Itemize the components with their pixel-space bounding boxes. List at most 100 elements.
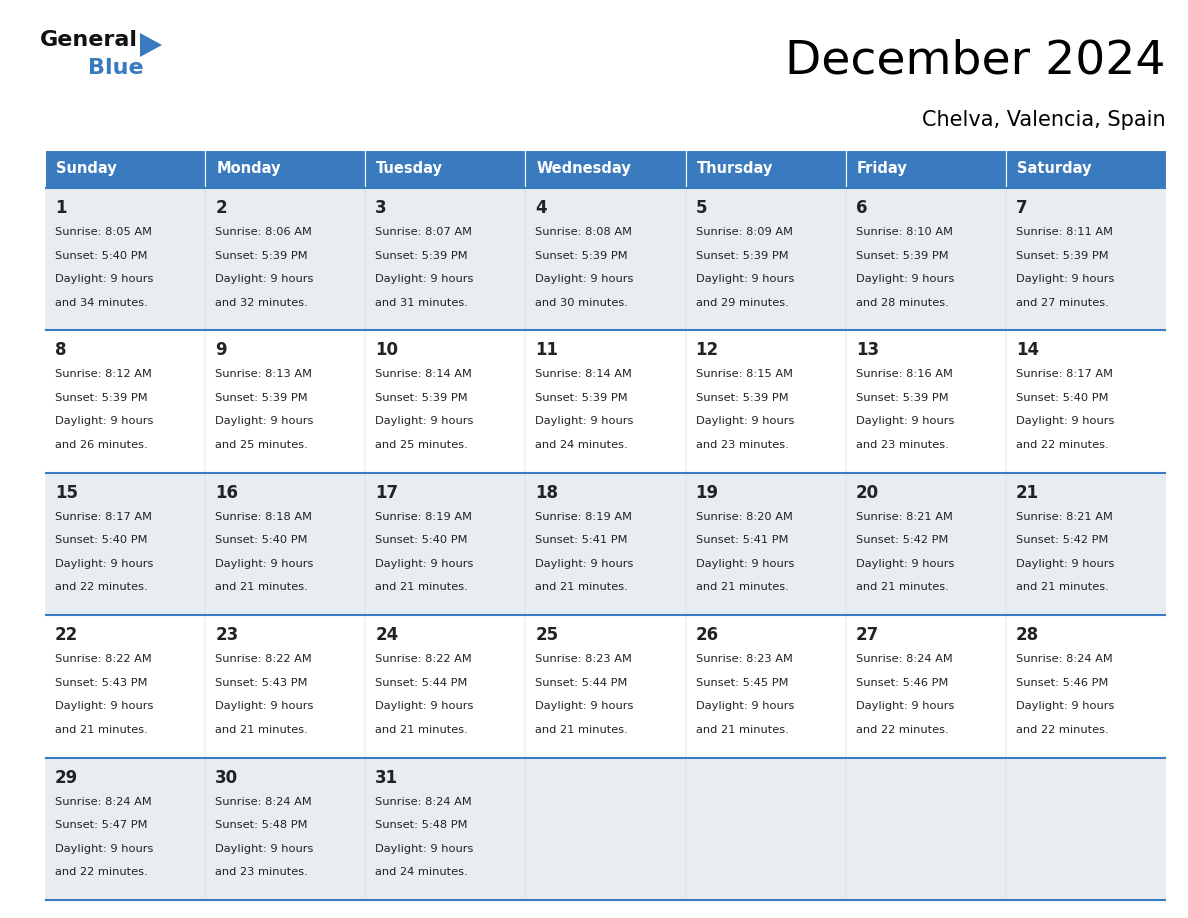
Text: and 30 minutes.: and 30 minutes. xyxy=(536,297,628,308)
Text: and 24 minutes.: and 24 minutes. xyxy=(536,440,628,450)
Text: and 34 minutes.: and 34 minutes. xyxy=(55,297,147,308)
Text: and 25 minutes.: and 25 minutes. xyxy=(215,440,308,450)
Text: and 28 minutes.: and 28 minutes. xyxy=(855,297,948,308)
Text: 21: 21 xyxy=(1016,484,1040,502)
Text: Sunset: 5:42 PM: Sunset: 5:42 PM xyxy=(1016,535,1108,545)
Text: Daylight: 9 hours: Daylight: 9 hours xyxy=(695,274,794,284)
Text: and 22 minutes.: and 22 minutes. xyxy=(55,868,147,877)
Bar xyxy=(1006,150,1165,188)
Text: Daylight: 9 hours: Daylight: 9 hours xyxy=(55,417,153,426)
Text: Sunset: 5:40 PM: Sunset: 5:40 PM xyxy=(215,535,308,545)
Bar xyxy=(45,150,206,188)
Text: and 21 minutes.: and 21 minutes. xyxy=(215,724,308,734)
Text: Sunrise: 8:22 AM: Sunrise: 8:22 AM xyxy=(375,655,472,665)
Text: and 32 minutes.: and 32 minutes. xyxy=(215,297,308,308)
Text: 30: 30 xyxy=(215,768,239,787)
Text: 28: 28 xyxy=(1016,626,1040,644)
Text: and 23 minutes.: and 23 minutes. xyxy=(695,440,789,450)
Text: Sunrise: 8:21 AM: Sunrise: 8:21 AM xyxy=(855,512,953,521)
Text: and 21 minutes.: and 21 minutes. xyxy=(375,724,468,734)
Text: and 21 minutes.: and 21 minutes. xyxy=(695,724,789,734)
Text: Sunset: 5:48 PM: Sunset: 5:48 PM xyxy=(215,820,308,830)
Text: Daylight: 9 hours: Daylight: 9 hours xyxy=(1016,559,1114,569)
Text: Sunset: 5:41 PM: Sunset: 5:41 PM xyxy=(695,535,788,545)
Text: Daylight: 9 hours: Daylight: 9 hours xyxy=(55,701,153,711)
Text: Daylight: 9 hours: Daylight: 9 hours xyxy=(695,559,794,569)
Text: Sunrise: 8:24 AM: Sunrise: 8:24 AM xyxy=(375,797,472,807)
Text: Daylight: 9 hours: Daylight: 9 hours xyxy=(215,844,314,854)
Text: Sunset: 5:44 PM: Sunset: 5:44 PM xyxy=(536,677,627,688)
Text: 13: 13 xyxy=(855,341,879,360)
Text: Sunset: 5:47 PM: Sunset: 5:47 PM xyxy=(55,820,147,830)
Text: Daylight: 9 hours: Daylight: 9 hours xyxy=(375,274,474,284)
Text: 14: 14 xyxy=(1016,341,1040,360)
Polygon shape xyxy=(140,33,162,57)
Text: and 22 minutes.: and 22 minutes. xyxy=(55,582,147,592)
Text: and 21 minutes.: and 21 minutes. xyxy=(215,582,308,592)
Text: Sunset: 5:43 PM: Sunset: 5:43 PM xyxy=(55,677,147,688)
Text: Sunrise: 8:14 AM: Sunrise: 8:14 AM xyxy=(536,369,632,379)
Text: and 21 minutes.: and 21 minutes. xyxy=(536,724,628,734)
Text: Sunset: 5:39 PM: Sunset: 5:39 PM xyxy=(55,393,147,403)
Text: Blue: Blue xyxy=(88,58,144,78)
Text: Sunset: 5:40 PM: Sunset: 5:40 PM xyxy=(55,535,147,545)
Text: and 24 minutes.: and 24 minutes. xyxy=(375,868,468,877)
Text: 12: 12 xyxy=(695,341,719,360)
Text: Sunrise: 8:24 AM: Sunrise: 8:24 AM xyxy=(55,797,152,807)
Text: Daylight: 9 hours: Daylight: 9 hours xyxy=(1016,701,1114,711)
Text: 26: 26 xyxy=(695,626,719,644)
Text: Wednesday: Wednesday xyxy=(537,162,631,176)
Text: 31: 31 xyxy=(375,768,398,787)
Text: Sunset: 5:48 PM: Sunset: 5:48 PM xyxy=(375,820,468,830)
Text: Daylight: 9 hours: Daylight: 9 hours xyxy=(215,559,314,569)
Text: Sunrise: 8:20 AM: Sunrise: 8:20 AM xyxy=(695,512,792,521)
Text: Sunset: 5:44 PM: Sunset: 5:44 PM xyxy=(375,677,468,688)
Text: Sunrise: 8:19 AM: Sunrise: 8:19 AM xyxy=(375,512,473,521)
Text: Sunrise: 8:23 AM: Sunrise: 8:23 AM xyxy=(536,655,632,665)
Text: Sunrise: 8:05 AM: Sunrise: 8:05 AM xyxy=(55,227,152,237)
Text: December 2024: December 2024 xyxy=(785,38,1165,83)
Text: Daylight: 9 hours: Daylight: 9 hours xyxy=(536,274,634,284)
Text: Sunrise: 8:24 AM: Sunrise: 8:24 AM xyxy=(1016,655,1113,665)
Text: and 31 minutes.: and 31 minutes. xyxy=(375,297,468,308)
Text: 17: 17 xyxy=(375,484,398,502)
Text: Chelva, Valencia, Spain: Chelva, Valencia, Spain xyxy=(922,110,1165,130)
Text: 24: 24 xyxy=(375,626,398,644)
Text: Sunrise: 8:10 AM: Sunrise: 8:10 AM xyxy=(855,227,953,237)
Text: Sunset: 5:43 PM: Sunset: 5:43 PM xyxy=(215,677,308,688)
Text: Thursday: Thursday xyxy=(696,162,773,176)
Text: Sunrise: 8:15 AM: Sunrise: 8:15 AM xyxy=(695,369,792,379)
Bar xyxy=(846,150,1006,188)
Bar xyxy=(45,757,1165,900)
Text: Sunrise: 8:21 AM: Sunrise: 8:21 AM xyxy=(1016,512,1113,521)
Text: Sunset: 5:39 PM: Sunset: 5:39 PM xyxy=(215,251,308,261)
Text: Sunrise: 8:22 AM: Sunrise: 8:22 AM xyxy=(215,655,312,665)
Text: 3: 3 xyxy=(375,199,387,217)
Text: Sunset: 5:46 PM: Sunset: 5:46 PM xyxy=(1016,677,1108,688)
Text: Sunset: 5:39 PM: Sunset: 5:39 PM xyxy=(1016,251,1108,261)
Text: Daylight: 9 hours: Daylight: 9 hours xyxy=(1016,274,1114,284)
Text: 22: 22 xyxy=(55,626,78,644)
Text: Sunrise: 8:08 AM: Sunrise: 8:08 AM xyxy=(536,227,632,237)
Bar xyxy=(45,330,1165,473)
Text: Sunset: 5:45 PM: Sunset: 5:45 PM xyxy=(695,677,788,688)
Text: Sunrise: 8:17 AM: Sunrise: 8:17 AM xyxy=(55,512,152,521)
Text: Sunset: 5:39 PM: Sunset: 5:39 PM xyxy=(215,393,308,403)
Text: 1: 1 xyxy=(55,199,67,217)
Text: Sunrise: 8:24 AM: Sunrise: 8:24 AM xyxy=(215,797,312,807)
Text: Tuesday: Tuesday xyxy=(377,162,443,176)
Bar xyxy=(206,150,365,188)
Text: and 21 minutes.: and 21 minutes. xyxy=(55,724,147,734)
Text: General: General xyxy=(40,30,138,50)
Text: 25: 25 xyxy=(536,626,558,644)
Text: Daylight: 9 hours: Daylight: 9 hours xyxy=(1016,417,1114,426)
Text: Sunset: 5:39 PM: Sunset: 5:39 PM xyxy=(695,393,788,403)
Text: Sunrise: 8:12 AM: Sunrise: 8:12 AM xyxy=(55,369,152,379)
Text: and 22 minutes.: and 22 minutes. xyxy=(855,724,948,734)
Text: 10: 10 xyxy=(375,341,398,360)
Text: Monday: Monday xyxy=(216,162,280,176)
Text: Sunset: 5:46 PM: Sunset: 5:46 PM xyxy=(855,677,948,688)
Text: 23: 23 xyxy=(215,626,239,644)
Text: Sunset: 5:39 PM: Sunset: 5:39 PM xyxy=(536,393,628,403)
Text: Daylight: 9 hours: Daylight: 9 hours xyxy=(215,701,314,711)
